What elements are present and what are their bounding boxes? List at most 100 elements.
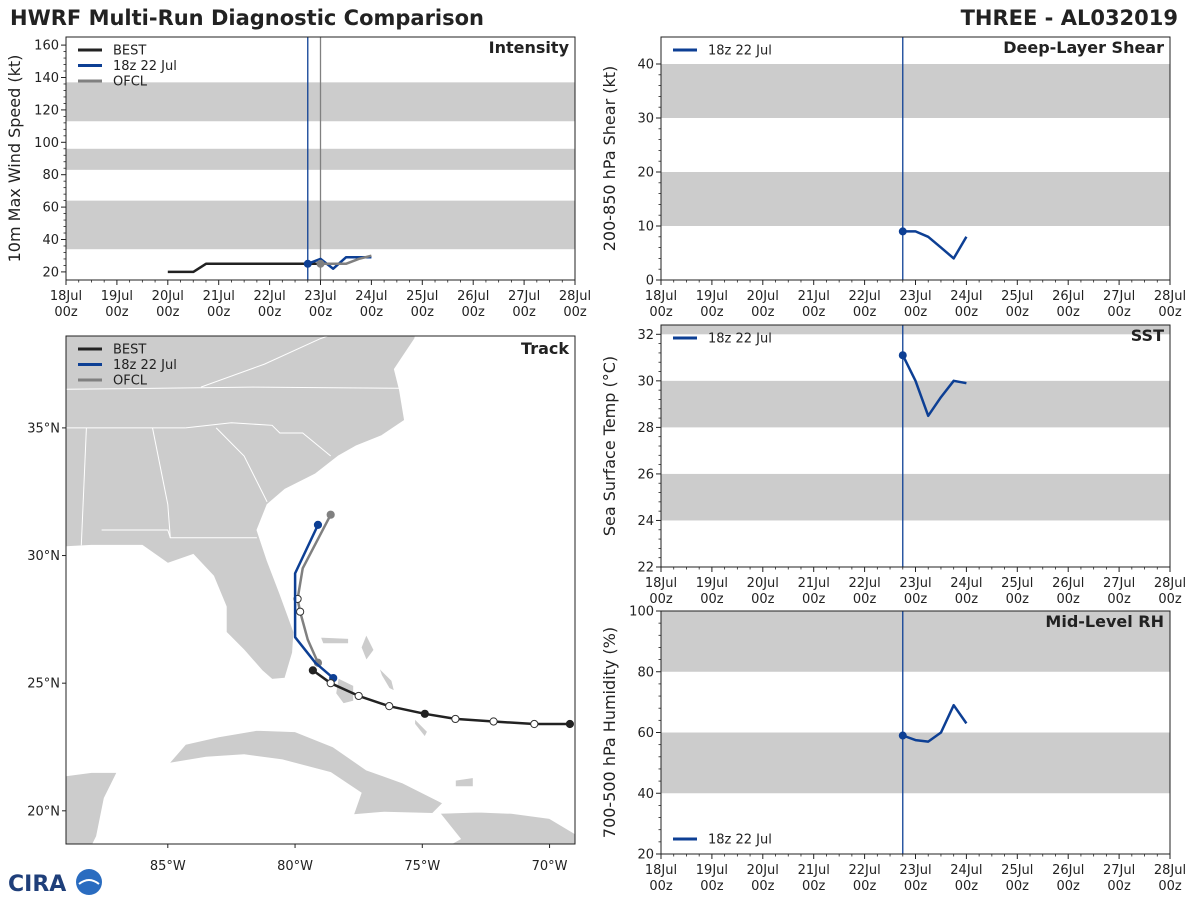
lon-tick-label: 85°W [150,859,186,874]
y-tick-label: 22 [637,561,654,576]
track-point-best [489,717,498,726]
plot-frame [660,36,1171,281]
x-tick-label-date: 25Jul [406,289,438,304]
inagua-shape [455,777,474,787]
x-tick-label-hour: 00z [700,592,724,607]
eleuthera-shape [378,667,395,692]
x-tick-label-date: 18Jul [50,289,82,304]
y-tick-label: 60 [637,726,654,741]
y-axis-label: 10m Max Wind Speed (kt) [5,55,24,263]
x-tick-label-hour: 00z [904,879,928,894]
plot-area [661,325,1170,567]
y-axis-label: 200-850 hPa Shear (kt) [600,66,619,252]
legend-label-best: BEST [113,44,146,59]
x-tick-label-hour: 00z [309,305,333,320]
x-tick-label-hour: 00z [512,305,536,320]
plot-frame [65,36,576,281]
x-tick-label-hour: 00z [700,305,724,320]
track-point-ofcl [296,607,305,616]
figure-title: HWRF Multi-Run Diagnostic Comparison [10,6,484,30]
track-point-best [308,666,317,675]
series-line-hwrf [901,354,967,418]
y-tick-label: 60 [42,201,59,216]
x-tick-label-hour: 00z [1107,592,1131,607]
x-tick-label-hour: 00z [1158,305,1182,320]
data-point-ofcl [316,259,325,268]
us-mainland-shape [66,336,416,680]
panel-title: SST [1131,326,1164,345]
x-tick-label-date: 26Jul [1052,576,1084,591]
x-tick-label-date: 28Jul [1154,863,1186,878]
panel-sst: 22242628303218Jul00z19Jul00z20Jul00z21Ju… [600,324,1186,607]
long-island-shape [414,717,428,738]
state-border-ga-al [152,427,171,538]
y-axis-label: Sea Surface Temp (°C) [600,356,619,536]
x-tick-label-hour: 00z [1107,879,1131,894]
cira-logo: CIRA [8,869,102,897]
x-tick-label-hour: 00z [1158,592,1182,607]
series-line-ofcl [320,254,372,266]
x-tick-label-hour: 00z [649,305,673,320]
x-tick-label-hour: 00z [1057,879,1081,894]
x-tick-label-hour: 00z [955,592,979,607]
panel-title: Intensity [489,38,570,57]
x-tick-label-hour: 00z [1107,305,1131,320]
panel-title: Mid-Level RH [1045,612,1164,631]
x-tick-label-date: 19Jul [696,289,728,304]
threshold-band [661,64,1170,118]
x-tick-label-hour: 00z [904,592,928,607]
series-line-hwrf [902,230,968,260]
legend-label-ofcl: OFCL [113,75,148,90]
x-tick-label-date: 18Jul [645,863,677,878]
track-line-hwrf [293,524,335,680]
lat-tick-label: 35°N [27,421,60,436]
x-tick-label-hour: 00z [802,592,826,607]
x-tick-label-date: 26Jul [1052,289,1084,304]
y-tick-label: 30 [637,374,654,389]
x-tick-label-date: 21Jul [798,289,830,304]
x-tick-label-date: 19Jul [696,576,728,591]
x-tick-label-hour: 00z [955,879,979,894]
x-tick-label-hour: 00z [207,305,231,320]
data-point-hwrf [898,227,907,236]
threshold-band [661,172,1170,226]
panel-rh: 2040608010018Jul00z19Jul00z20Jul00z21Jul… [600,605,1186,895]
x-tick-label-date: 21Jul [798,863,830,878]
x-tick-label-date: 23Jul [899,576,931,591]
x-tick-label-date: 27Jul [1103,576,1135,591]
y-tick-label: 28 [637,421,654,436]
y-tick-label: 160 [34,39,59,54]
x-tick-label-date: 22Jul [848,576,880,591]
y-tick-label: 100 [34,136,59,151]
legend-label-hwrf: 18z 22 Jul [708,44,772,59]
y-tick-label: 32 [637,328,654,343]
x-tick-label-hour: 00z [1158,879,1182,894]
x-tick-label-hour: 00z [1006,592,1030,607]
x-tick-label-date: 26Jul [1052,863,1084,878]
x-tick-label-hour: 00z [853,592,877,607]
x-tick-label-hour: 00z [751,879,775,894]
x-tick-label-hour: 00z [462,305,486,320]
panel-intensity: 2040608010012014016018Jul00z19Jul00z20Ju… [5,36,591,320]
x-tick-label-date: 27Jul [508,289,540,304]
lon-tick-label: 75°W [404,859,440,874]
x-tick-label-date: 27Jul [1103,289,1135,304]
x-tick-label-hour: 00z [411,305,435,320]
logo-wave-icon [78,879,100,885]
x-tick-label-hour: 00z [649,592,673,607]
y-tick-label: 40 [637,787,654,802]
y-tick-label: 80 [637,665,654,680]
state-border-ms-al [80,427,87,546]
x-tick-label-hour: 00z [563,305,587,320]
plot-frame [660,324,1171,568]
x-tick-label-hour: 00z [1057,592,1081,607]
panel-track: 85°W 80°W 75°W 70°W 20°N 25°N 30°N 35°N Track BES… [27,335,576,874]
x-tick-label-date: 23Jul [899,289,931,304]
legend-label-hwrf: 18z 22 Jul [113,358,177,373]
x-tick-label-hour: 00z [258,305,282,320]
state-border-ga-sc [215,427,268,503]
x-tick-label-hour: 00z [802,305,826,320]
x-tick-label-date: 21Jul [203,289,235,304]
x-tick-label-date: 24Jul [950,863,982,878]
